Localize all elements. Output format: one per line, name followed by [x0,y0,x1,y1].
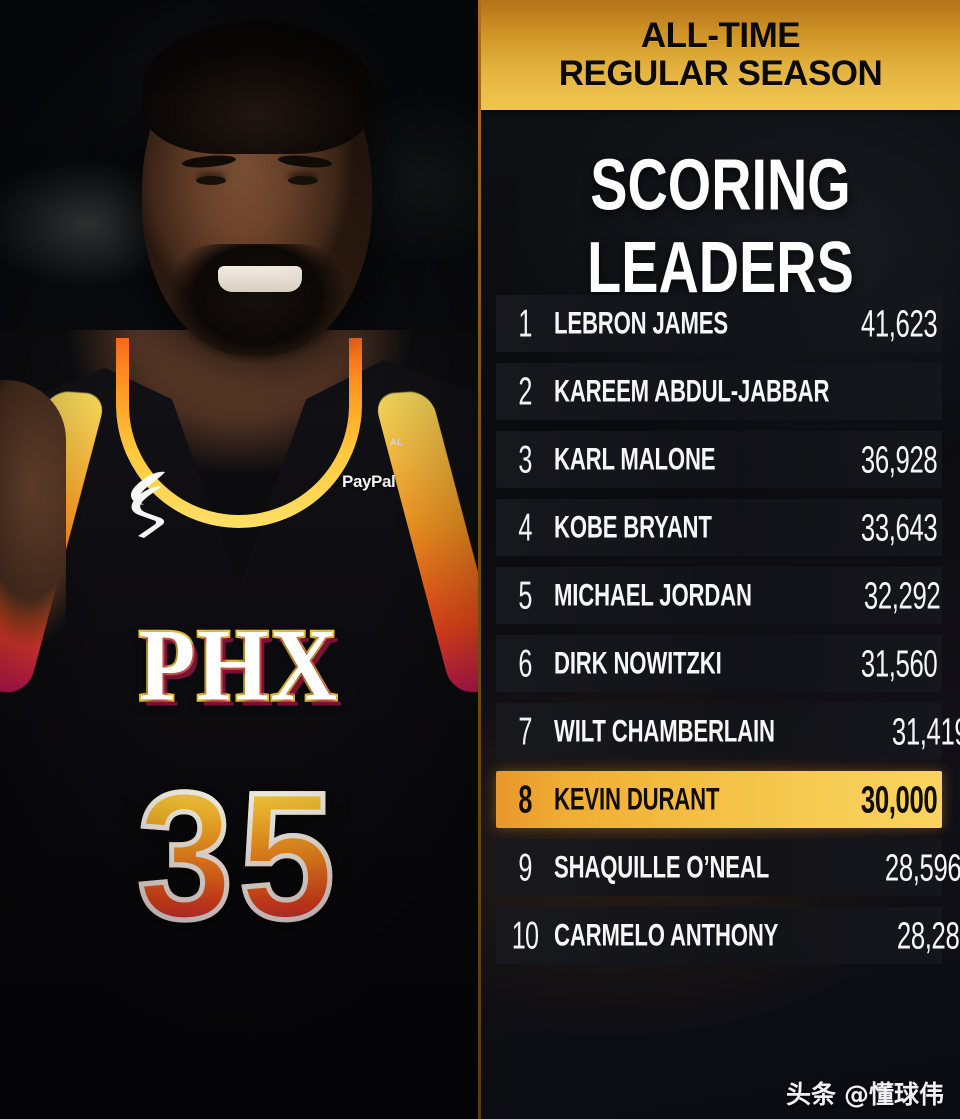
row-rank: 6 [518,641,532,685]
row-points: 28,289 [896,913,960,957]
leaders-list: 1 LEBRON JAMES 41,623 2 KAREEM ABDUL-JAB… [496,295,960,975]
player-arm [0,380,66,740]
row-points: 38,387 [923,370,960,413]
jersey-team-abbr: PHX [137,606,340,725]
table-row[interactable]: 9 SHAQUILLE O’NEAL 28,596 [496,839,960,896]
row-rank: 10 [511,913,539,957]
row-points: 33,643 [860,505,938,549]
panel-divider [478,0,481,1119]
row-rank: 1 [518,301,532,345]
row-points: 31,560 [860,641,938,685]
player-eye-right [288,176,318,185]
row-player-name: KOBE BRYANT [554,509,712,545]
jersey-patch-label: AL [390,437,403,447]
row-points: 41,623 [860,301,938,345]
row-points: 31,419 [892,709,960,753]
row-player-name: MICHAEL JORDAN [554,577,752,613]
jersey-number: 35 [0,763,478,949]
player-smile [218,266,302,292]
row-rank: 7 [518,709,532,753]
table-row[interactable]: 1 LEBRON JAMES 41,623 [496,295,942,352]
row-player-name: KARL MALONE [554,441,716,477]
row-player-name: WILT CHAMBERLAIN [554,713,775,749]
table-row[interactable]: 3 KARL MALONE 36,928 [496,431,942,488]
row-points: 36,928 [860,437,938,481]
table-row[interactable]: 10 CARMELO ANTHONY 28,289 [496,907,960,964]
table-row[interactable]: 7 WILT CHAMBERLAIN 31,419 [496,703,960,760]
watermark-platform: 头条 [785,1080,836,1109]
row-player-name: LEBRON JAMES [554,305,728,341]
player-eye-left [196,176,226,185]
leaderboard-panel: ALL-TIME REGULAR SEASON SCORING LEADERS … [481,0,960,1119]
watermark-handle: @懂球伟 [843,1080,944,1109]
row-rank: 4 [518,505,532,549]
watermark: 头条 @懂球伟 [786,1075,944,1111]
row-rank: 2 [518,369,532,413]
row-player-name: CARMELO ANTHONY [554,917,779,953]
page-title: SCORING LEADERS [587,145,854,309]
row-rank: 9 [518,845,532,889]
table-row[interactable]: 2 KAREEM ABDUL-JABBAR 38,387 [496,363,960,420]
table-row[interactable]: 5 MICHAEL JORDAN 32,292 [496,567,942,624]
table-row-highlighted[interactable]: 8 KEVIN DURANT 30,000 [496,771,942,828]
row-points: 30,000 [860,777,938,821]
header-line-2: REGULAR SEASON [558,54,883,93]
player-beard [168,244,346,372]
row-rank: 3 [518,437,532,481]
table-row[interactable]: 6 DIRK NOWITZKI 31,560 [496,635,942,692]
table-row[interactable]: 4 KOBE BRYANT 33,643 [496,499,942,556]
row-points: 32,292 [864,573,941,617]
header-line-1: ALL-TIME [640,16,801,56]
player-photo: AL PayPal PHX 35 [0,0,478,1119]
jumpman-logo-icon [131,471,165,538]
row-player-name: KEVIN DURANT [554,781,720,817]
row-points: 28,596 [885,845,960,889]
row-rank: 8 [518,777,532,821]
row-rank: 5 [518,573,532,617]
jersey-sponsor-label: PayPal [342,472,396,491]
header-band: ALL-TIME REGULAR SEASON [481,0,960,110]
row-player-name: DIRK NOWITZKI [554,645,722,681]
player-hair [142,22,372,154]
row-player-name: SHAQUILLE O’NEAL [554,849,770,885]
row-player-name: KAREEM ABDUL-JABBAR [554,373,830,409]
